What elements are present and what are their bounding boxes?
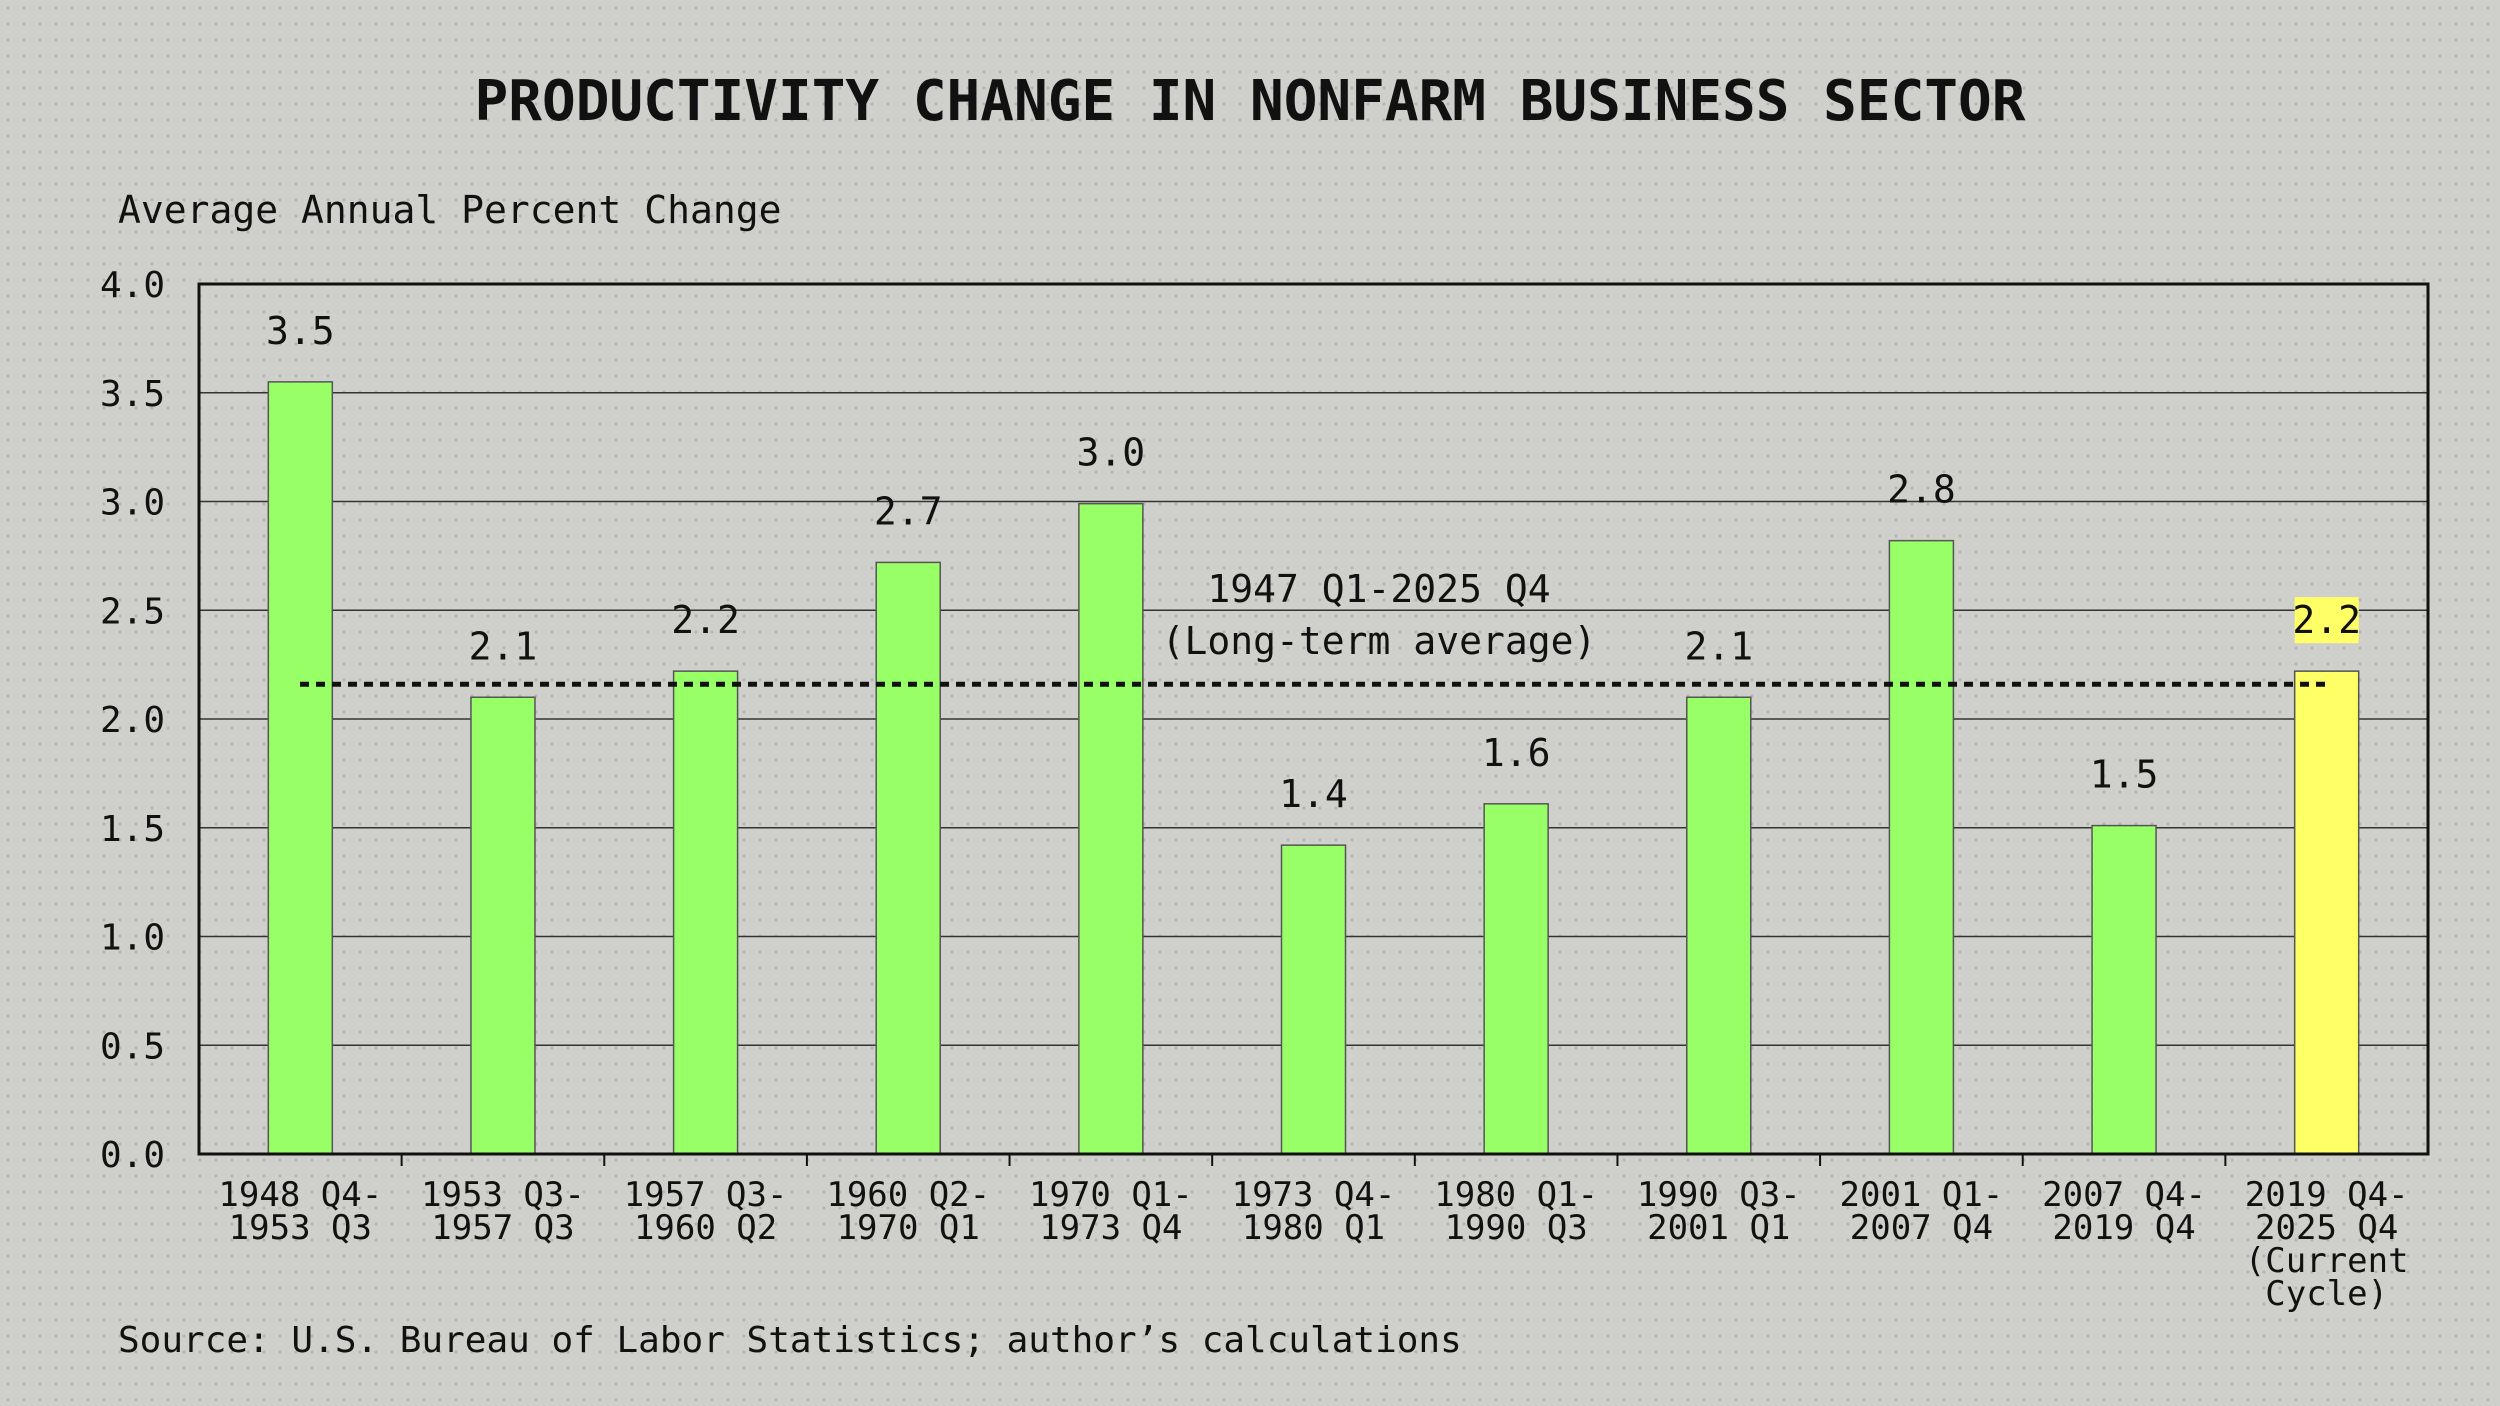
x-tick-label: 1948 Q4- xyxy=(218,1175,382,1215)
data-label: 2.2 xyxy=(671,598,740,642)
x-tick-label: 2007 Q4- xyxy=(2042,1175,2206,1215)
x-tick-label: 2001 Q1- xyxy=(1840,1175,2004,1215)
data-label: 2.8 xyxy=(1887,468,1956,512)
average-label: 1947 Q1-2025 Q4 xyxy=(1207,567,1550,611)
x-tick-label: 2007 Q4 xyxy=(1850,1208,1993,1248)
bar xyxy=(1483,803,1549,1155)
y-tick-label: 3.0 xyxy=(100,483,165,524)
bar xyxy=(672,670,739,1155)
data-label: 2.1 xyxy=(469,624,538,668)
y-tick-label: 1.0 xyxy=(100,918,165,959)
data-label: 3.0 xyxy=(1077,431,1146,475)
x-tick-label: 1957 Q3 xyxy=(431,1208,574,1248)
x-tick-label: 1960 Q2- xyxy=(826,1175,990,1215)
x-tick-label: 2019 Q4 xyxy=(2052,1208,2195,1248)
x-tick-label: 1970 Q1- xyxy=(1029,1175,1193,1215)
y-tick-label: 0.5 xyxy=(100,1026,165,1067)
x-tick-label: 1960 Q2 xyxy=(634,1208,777,1248)
data-label: 1.4 xyxy=(1279,772,1348,816)
data-label: 2.7 xyxy=(874,489,943,533)
x-tick-label: 1990 Q3 xyxy=(1444,1208,1587,1248)
data-label: 1.6 xyxy=(1482,731,1551,775)
bar xyxy=(267,381,334,1155)
y-tick-label: 2.0 xyxy=(100,700,165,741)
x-tick-label: 1970 Q1 xyxy=(837,1208,980,1248)
average-label: (Long-term average) xyxy=(1162,619,1597,663)
bar xyxy=(2293,670,2360,1155)
data-label-highlight xyxy=(2294,597,2359,644)
bar xyxy=(875,561,941,1155)
x-tick-label: 1973 Q4- xyxy=(1232,1175,1396,1215)
x-tick-label: 1957 Q3- xyxy=(624,1175,788,1215)
x-tick-label: 2019 Q4- xyxy=(2245,1175,2409,1215)
bar xyxy=(1888,539,1955,1155)
x-tick-label: 1990 Q3- xyxy=(1637,1175,1801,1215)
x-tick-label: 1953 Q3- xyxy=(421,1175,585,1215)
bar xyxy=(2091,824,2157,1155)
x-tick-label: 1980 Q1 xyxy=(1242,1208,1385,1248)
x-tick-label: 1973 Q4 xyxy=(1039,1208,1182,1248)
y-tick-label: 1.5 xyxy=(100,809,165,850)
y-tick-label: 0.0 xyxy=(100,1135,165,1176)
x-tick-label: (Current xyxy=(2245,1241,2409,1281)
bar xyxy=(1686,696,1752,1155)
bar xyxy=(1280,844,1347,1155)
y-axis-label: Average Annual Percent Change xyxy=(118,188,781,232)
chart-title: PRODUCTIVITY CHANGE IN NONFARM BUSINESS … xyxy=(475,69,2026,134)
data-label: 3.5 xyxy=(266,309,335,353)
x-tick-label: 1980 Q1- xyxy=(1434,1175,1598,1215)
bar xyxy=(470,696,536,1155)
y-tick-label: 2.5 xyxy=(100,591,165,632)
y-tick-label: 4.0 xyxy=(100,265,165,306)
x-tick-label: 2001 Q1 xyxy=(1647,1208,1790,1248)
data-label: 1.5 xyxy=(2090,753,2159,797)
x-tick-label: 2025 Q4 xyxy=(2255,1208,2398,1248)
y-tick-label: 3.5 xyxy=(100,374,165,415)
bar xyxy=(1078,502,1144,1155)
x-tick-label: 1953 Q3 xyxy=(229,1208,372,1248)
plot-frame xyxy=(197,282,2430,1156)
data-label: 2.1 xyxy=(1684,624,1753,668)
x-tick-label: Cycle) xyxy=(2265,1274,2388,1314)
source-note: Source: U.S. Bureau of Labor Statistics;… xyxy=(118,1320,1462,1361)
data-label: 2.2 xyxy=(2292,598,2361,642)
